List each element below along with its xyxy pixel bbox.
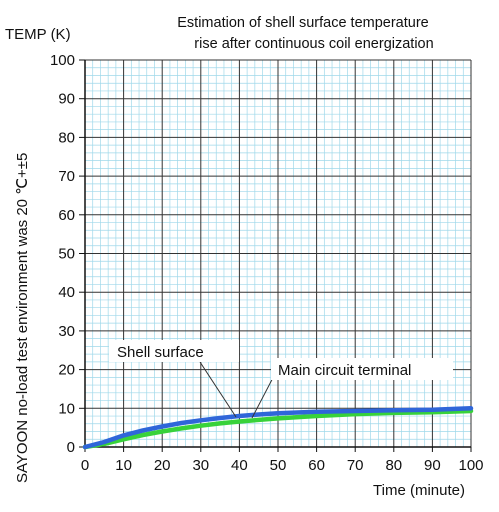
y-tick-label: 0	[67, 439, 75, 456]
y-tick-labels: 0 10 20 30 40 50 60 70 80 90 100	[50, 52, 85, 456]
x-axis-label: Time (minute)	[373, 482, 465, 499]
x-tick-label: 90	[424, 457, 441, 474]
y-tick-label: 30	[58, 323, 75, 340]
shell-surface-label-box	[109, 340, 239, 362]
x-tick-label: 100	[458, 457, 483, 474]
y-tick-label: 20	[58, 362, 75, 379]
y-tick-label: 60	[58, 207, 75, 224]
main-circuit-terminal-label-box	[271, 358, 453, 380]
chart-title-line-1: Estimation of shell surface temperature	[177, 15, 428, 31]
x-tick-label: 10	[115, 457, 132, 474]
main-circuit-terminal-label: Main circuit terminal	[278, 362, 411, 379]
y-axis-label: TEMP (K)	[5, 26, 71, 43]
x-tick-label: 0	[81, 457, 89, 474]
y-tick-label: 90	[58, 91, 75, 108]
x-tick-label: 20	[154, 457, 171, 474]
chart-title-line-2: rise after continuous coil energization	[194, 36, 433, 52]
x-tick-label: 30	[192, 457, 209, 474]
shell-surface-label: Shell surface	[117, 344, 204, 361]
y-tick-label: 40	[58, 284, 75, 301]
y-tick-label: 50	[58, 246, 75, 263]
side-note: SAYOON no-load test environment was 20 ℃…	[14, 153, 31, 483]
y-tick-label: 10	[58, 400, 75, 417]
y-tick-label: 80	[58, 129, 75, 146]
y-tick-label: 100	[50, 52, 75, 69]
x-tick-label: 70	[347, 457, 364, 474]
series-line-shell-surface	[82, 406, 474, 450]
y-tick-label: 70	[58, 168, 75, 185]
x-tick-label: 50	[270, 457, 287, 474]
series-line-main-circuit-terminal	[82, 408, 474, 450]
x-tick-label: 40	[231, 457, 248, 474]
x-tick-label: 80	[385, 457, 402, 474]
shell-surface-leader-line	[199, 361, 237, 418]
x-tick-labels: 0 10 20 30 40 50 60 70 80 90 100	[81, 447, 484, 474]
x-tick-label: 60	[308, 457, 325, 474]
series-lines	[82, 406, 474, 450]
